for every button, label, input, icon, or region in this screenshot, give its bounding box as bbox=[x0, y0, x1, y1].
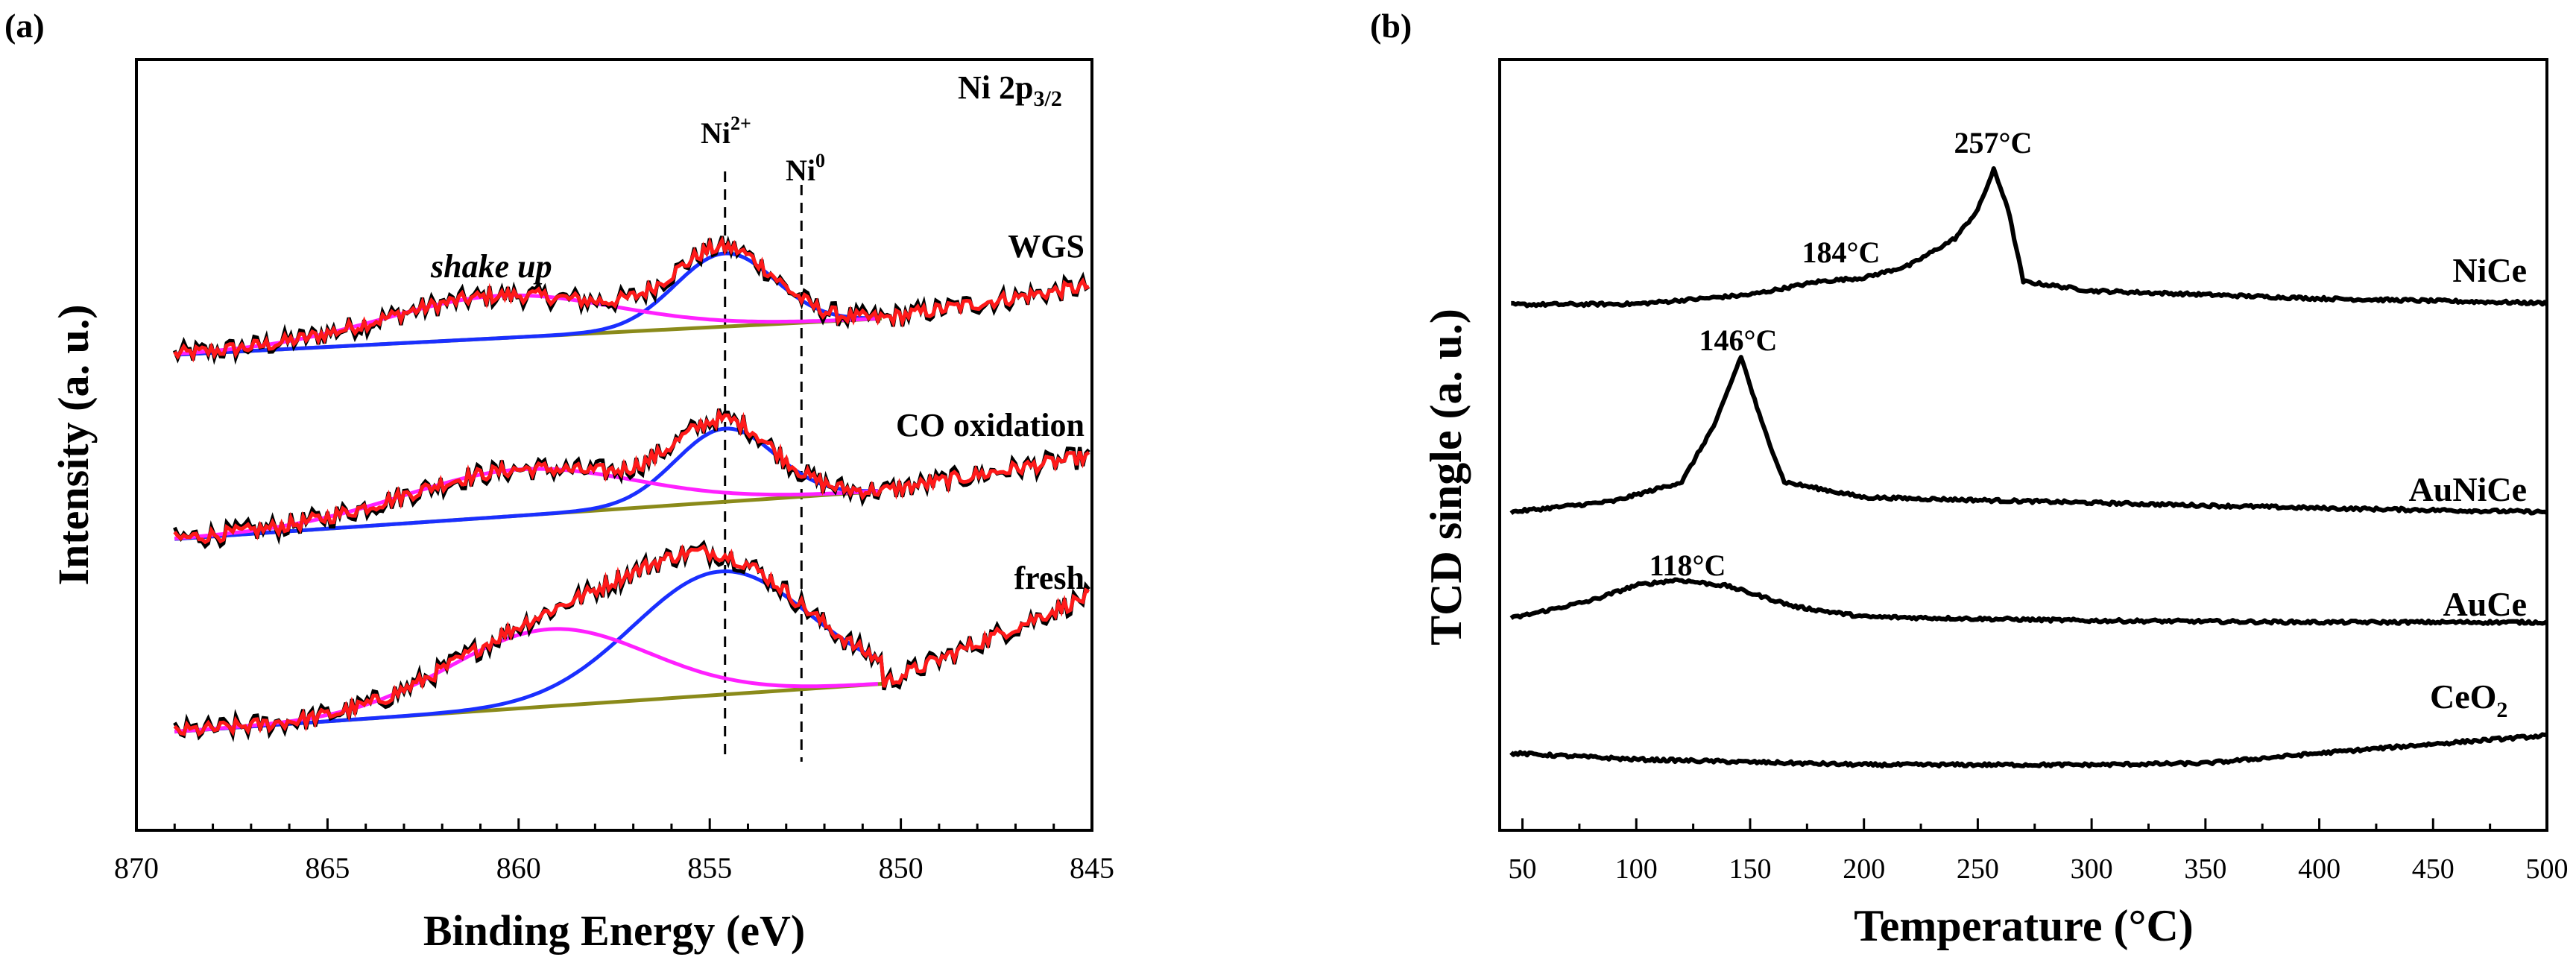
panel-b-curve-aunice bbox=[1509, 355, 2548, 516]
panel-a-ticks bbox=[135, 818, 1093, 830]
panel-a-tick-label: 870 bbox=[114, 851, 159, 885]
panel-b-series-label-aunice: AuNiCe bbox=[2409, 470, 2527, 508]
panel-a-ni0-sup: 0 bbox=[815, 150, 825, 171]
panel-b-series-label-nice: NiCe bbox=[2452, 251, 2527, 289]
panel-b-tick-labels: 50 100 150 200 250 300 350 400 450 500 bbox=[1509, 853, 2569, 885]
panel-a-raw-data-wgs bbox=[172, 235, 1090, 365]
panel-a-ni0-label: Ni0 bbox=[786, 150, 825, 187]
panel-b: (b) 50 100 150 200 250 300 350 400 450 500 Temper… bbox=[1370, 7, 2569, 950]
panel-a-title: Ni 2p3/2 bbox=[958, 69, 1062, 111]
panel-b-series-label-auce: AuCe bbox=[2443, 585, 2527, 623]
panel-a-label: (a) bbox=[4, 7, 45, 45]
panel-a-plot-frame bbox=[135, 58, 1093, 832]
panel-b-curves bbox=[1509, 166, 2549, 769]
panel-b-plot-frame bbox=[1498, 58, 2548, 832]
panel-b-peak-label-118: 118°C bbox=[1650, 549, 1726, 582]
panel-a-fit-envelope-co-oxidation bbox=[173, 408, 1090, 545]
panel-a-fit-envelope-wgs bbox=[173, 236, 1090, 363]
panel-a-tick-label: 865 bbox=[305, 851, 350, 885]
panel-b-tick-label: 300 bbox=[2071, 853, 2113, 885]
panel-a-tick-label: 855 bbox=[687, 851, 732, 885]
panel-b-ceo2-sub: 2 bbox=[2496, 698, 2507, 722]
panel-b-x-axis-label: Temperature (°C) bbox=[1854, 901, 2194, 950]
panel-b-tick-label: 500 bbox=[2526, 853, 2569, 885]
panel-b-tick-label: 150 bbox=[1729, 853, 1771, 885]
panel-a-series-label-fresh: fresh bbox=[1014, 560, 1085, 596]
panel-b-tick-label: 350 bbox=[2184, 853, 2226, 885]
panel-a-ni2-label: Ni2+ bbox=[701, 113, 751, 150]
panel-a-title-main: Ni 2p bbox=[958, 69, 1033, 106]
panel-a-tick-label: 860 bbox=[496, 851, 541, 885]
panel-a: (a) 870 865 860 855 850 845 Binding Energy (e… bbox=[4, 7, 1114, 955]
panel-a-y-axis-label: Intensity (a. u.) bbox=[49, 304, 98, 585]
panel-a-curves bbox=[172, 235, 1090, 742]
panel-b-ticks bbox=[1521, 818, 2548, 830]
panel-b-tick-label: 100 bbox=[1615, 853, 1658, 885]
panel-b-series-label-ceo2: CeO2 bbox=[2430, 678, 2507, 722]
panel-b-tick-label: 250 bbox=[1957, 853, 1999, 885]
panel-b-curve-ceo2 bbox=[1509, 732, 2548, 769]
panel-b-tick-label: 200 bbox=[1843, 853, 1885, 885]
panel-b-tick-label: 400 bbox=[2298, 853, 2340, 885]
panel-a-x-axis-label: Binding Energy (eV) bbox=[423, 906, 805, 955]
panel-a-component-fresh-shakeup bbox=[174, 627, 878, 734]
panel-b-peak-label-257: 257°C bbox=[1954, 126, 2033, 160]
panel-a-series-label-wgs: WGS bbox=[1008, 228, 1085, 265]
panel-b-tick-label: 50 bbox=[1509, 853, 1537, 885]
panel-a-title-sub: 3/2 bbox=[1033, 86, 1061, 111]
panel-b-curve-nice bbox=[1511, 166, 2549, 309]
panel-b-ceo2-main: CeO bbox=[2430, 678, 2496, 716]
panel-a-ni0-main: Ni bbox=[786, 154, 815, 187]
panel-b-tick-label: 450 bbox=[2412, 853, 2455, 885]
panel-b-peak-label-146: 146°C bbox=[1699, 323, 1778, 357]
panel-a-ni2-sup: 2+ bbox=[730, 113, 751, 134]
panel-a-ni2-main: Ni bbox=[701, 116, 730, 150]
panel-a-fit-envelope-fresh bbox=[173, 543, 1090, 737]
panel-a-tick-labels: 870 865 860 855 850 845 bbox=[114, 851, 1114, 885]
panel-a-tick-label: 850 bbox=[879, 851, 924, 885]
panel-b-peak-label-184: 184°C bbox=[1802, 236, 1881, 269]
panel-a-series-label-co-oxidation: CO oxidation bbox=[896, 407, 1085, 443]
panel-a-tick-label: 845 bbox=[1070, 851, 1114, 885]
panel-b-curve-auce bbox=[1509, 577, 2548, 626]
panel-b-label: (b) bbox=[1370, 7, 1412, 45]
panel-a-shake-up-label: shake up bbox=[430, 248, 552, 285]
panel-b-y-axis-label: TCD single (a. u.) bbox=[1421, 309, 1471, 645]
